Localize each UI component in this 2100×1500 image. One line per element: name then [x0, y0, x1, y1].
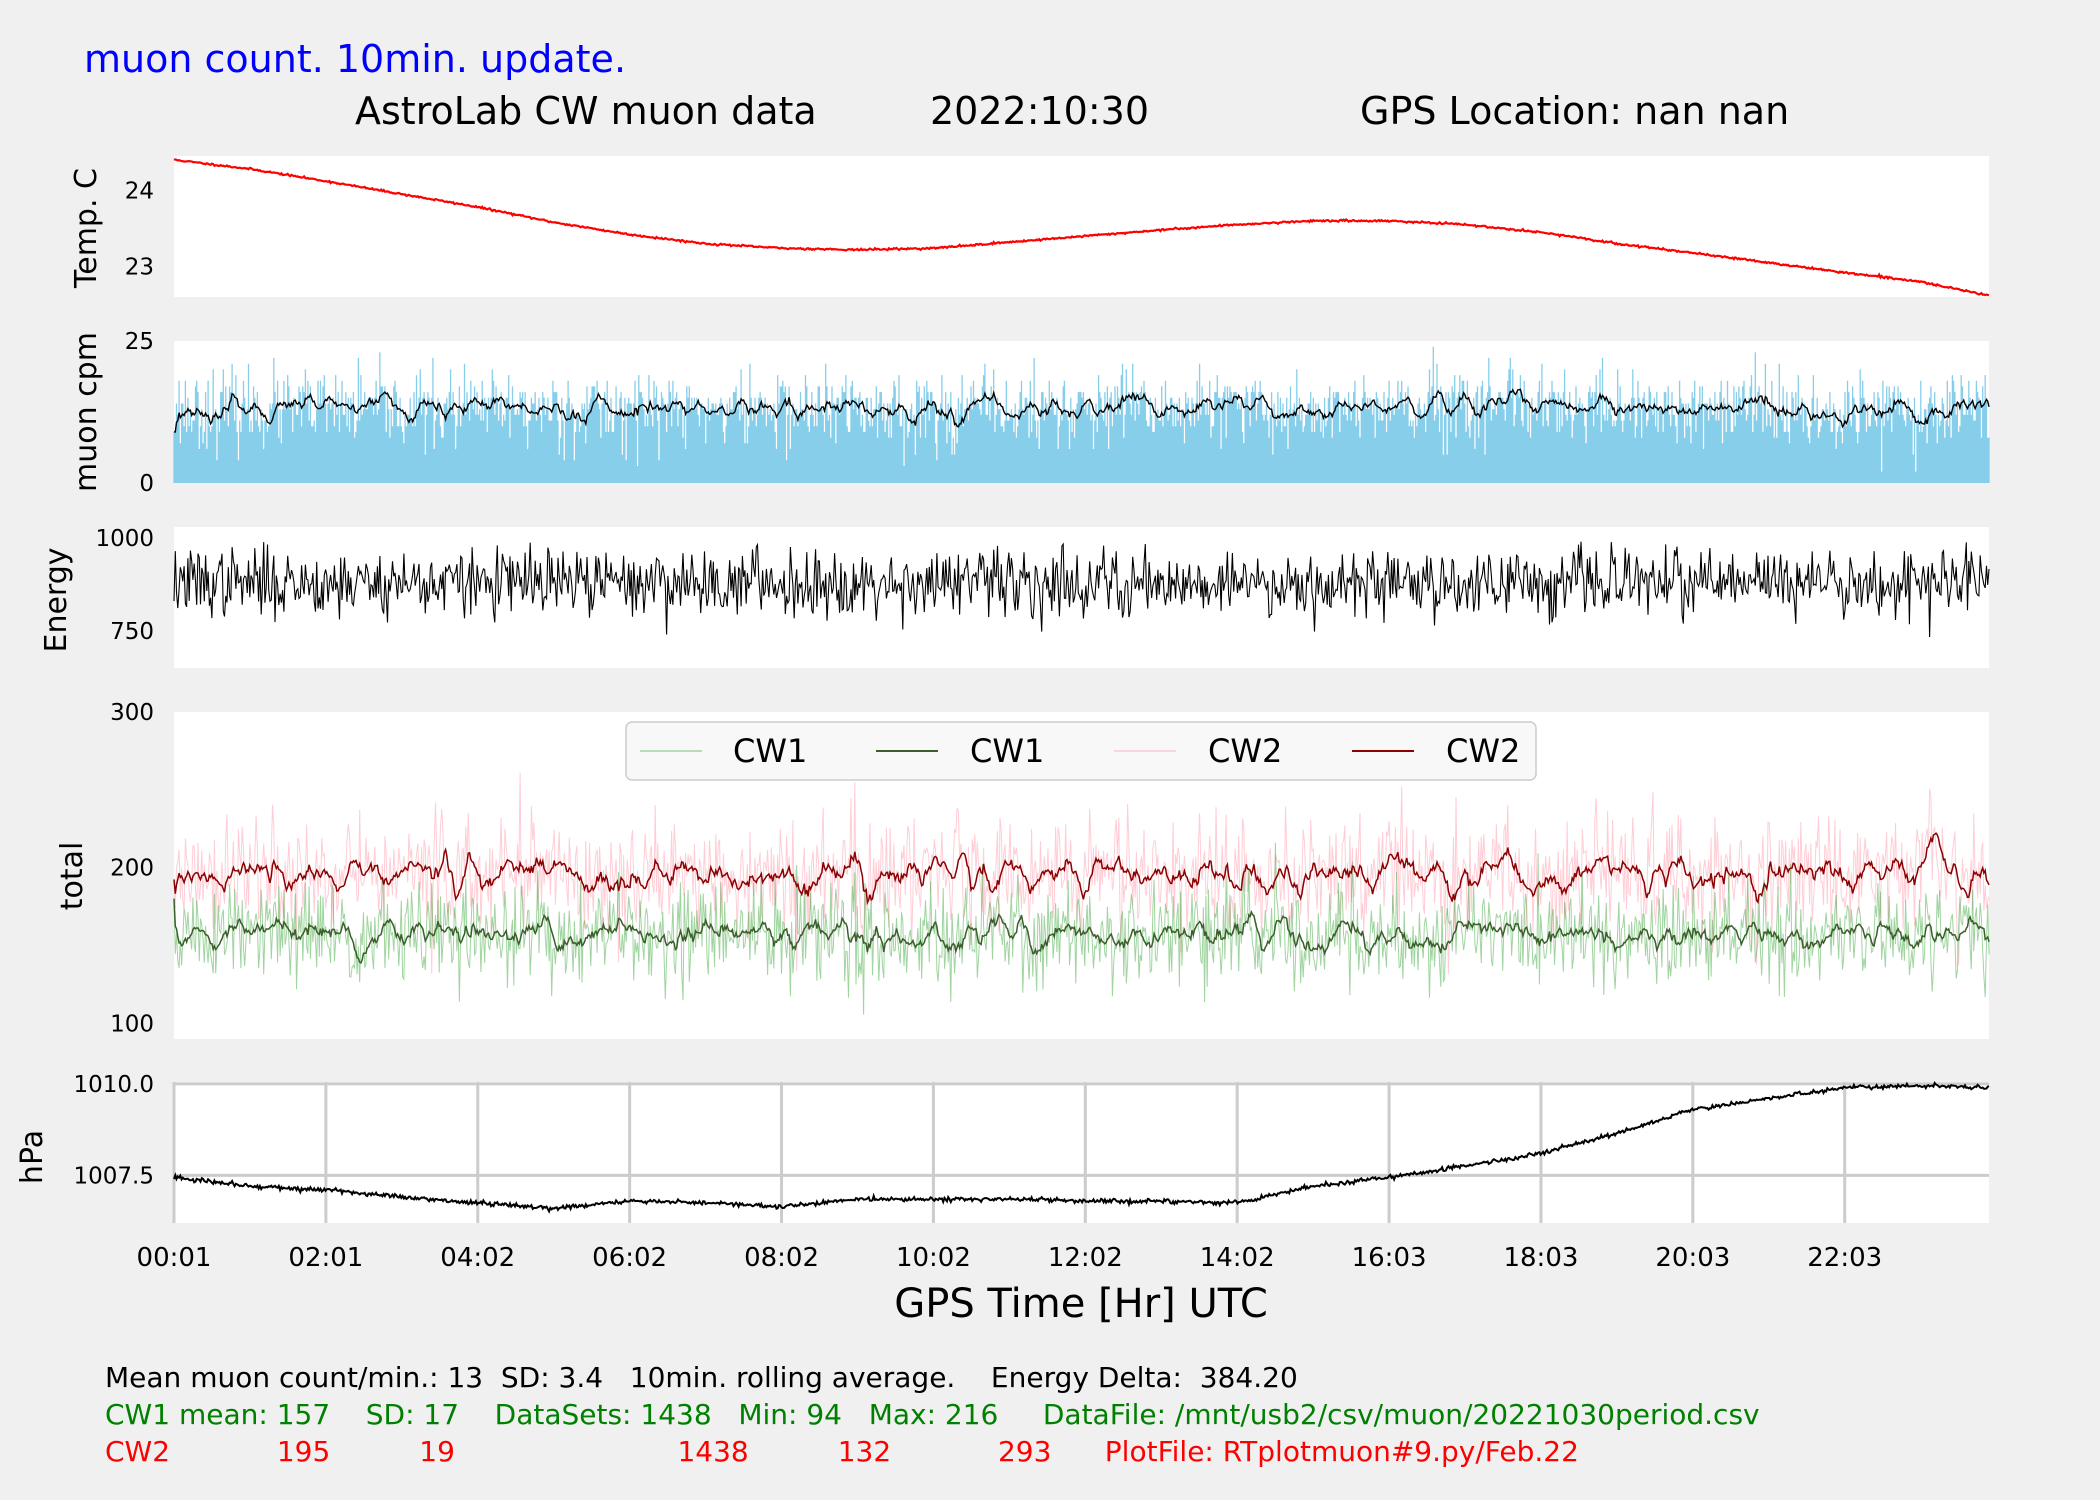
chart-title: AstroLab CW muon data	[355, 89, 817, 133]
y-tick-label: 25	[125, 329, 154, 355]
y-tick-label: 1007.5	[74, 1163, 154, 1189]
x-tick-label: 08:02	[744, 1243, 819, 1273]
x-tick-label: 20:03	[1655, 1243, 1730, 1273]
pressure-gridlines	[172, 1082, 1989, 1223]
total-ylabel: total	[55, 842, 90, 911]
footer-stats-cw1: CW1 mean: 157 SD: 17 DataSets: 1438 Min:…	[105, 1398, 1760, 1431]
legend-label-cw1-avg: CW1	[970, 732, 1044, 770]
total-series	[173, 772, 1990, 1015]
update-note: muon count. 10min. update.	[84, 37, 626, 81]
y-tick-label: 300	[110, 700, 154, 726]
pressure-line	[173, 1080, 1990, 1214]
y-tick-labels: 23 24 0 25 750 1000 100 200 300 1007.5 1010.0	[74, 178, 154, 1189]
y-tick-label: 200	[110, 856, 154, 882]
legend-label-cw2-avg: CW2	[1446, 732, 1520, 770]
x-tick-label: 10:02	[896, 1243, 971, 1273]
x-tick-label: 12:02	[1048, 1243, 1123, 1273]
muon-count-bars	[173, 346, 1990, 483]
y-tick-label: 1000	[95, 526, 154, 552]
temperature-panel	[174, 156, 1989, 297]
x-tick-label: 04:02	[440, 1243, 515, 1273]
energy-ylabel: Energy	[39, 547, 74, 652]
cw1-raw-line	[173, 842, 1990, 1015]
temperature-series	[173, 158, 1990, 297]
y-tick-label: 0	[139, 471, 154, 497]
y-tick-label: 1010.0	[74, 1072, 154, 1098]
y-tick-label: 23	[125, 255, 154, 281]
legend-label-cw2-raw: CW2	[1208, 732, 1282, 770]
legend-box	[625, 721, 1537, 781]
energy-series	[173, 541, 1990, 638]
energy-line	[173, 541, 1990, 638]
cw1-rolling-line	[173, 898, 1990, 965]
footer-stats-muon: Mean muon count/min.: 13 SD: 3.4 10min. …	[105, 1361, 1298, 1394]
y-tick-label: 24	[125, 178, 154, 204]
muon-rolling-average-line	[174, 388, 1990, 433]
y-tick-label: 100	[110, 1011, 154, 1037]
temperature-line	[173, 158, 1990, 297]
x-tick-labels: 00:01 02:01 04:02 06:02 08:02 10:02 12:02 14:02…	[137, 1243, 1883, 1273]
y-tick-label: 750	[110, 619, 154, 645]
legend: CW1 CW1 CW2 CW2	[625, 721, 1537, 781]
pressure-ylabel: hPa	[15, 1130, 50, 1184]
chart-date: 2022:10:30	[930, 89, 1149, 133]
pressure-series	[173, 1080, 1990, 1214]
x-tick-label: 06:02	[592, 1243, 667, 1273]
x-tick-label: 18:03	[1503, 1243, 1578, 1273]
x-tick-label: 14:02	[1200, 1243, 1275, 1273]
footer-stats-cw2: CW2 195 19 1438 132 293 PlotFile: RTplot…	[105, 1435, 1579, 1468]
gps-location: GPS Location: nan nan	[1360, 89, 1789, 133]
cw2-rolling-line	[173, 832, 1990, 906]
x-tick-label: 16:03	[1352, 1243, 1427, 1273]
x-tick-label: 00:01	[137, 1243, 212, 1273]
muon-series	[173, 346, 1990, 483]
x-tick-label: 02:01	[288, 1243, 363, 1273]
temperature-ylabel: Temp. C	[69, 168, 104, 289]
x-axis-label: GPS Time [Hr] UTC	[894, 1281, 1268, 1327]
muon-cpm-ylabel: muon cpm	[69, 332, 104, 492]
cw2-raw-line	[173, 772, 1990, 974]
x-tick-label: 22:03	[1807, 1243, 1882, 1273]
legend-label-cw1-raw: CW1	[733, 732, 807, 770]
